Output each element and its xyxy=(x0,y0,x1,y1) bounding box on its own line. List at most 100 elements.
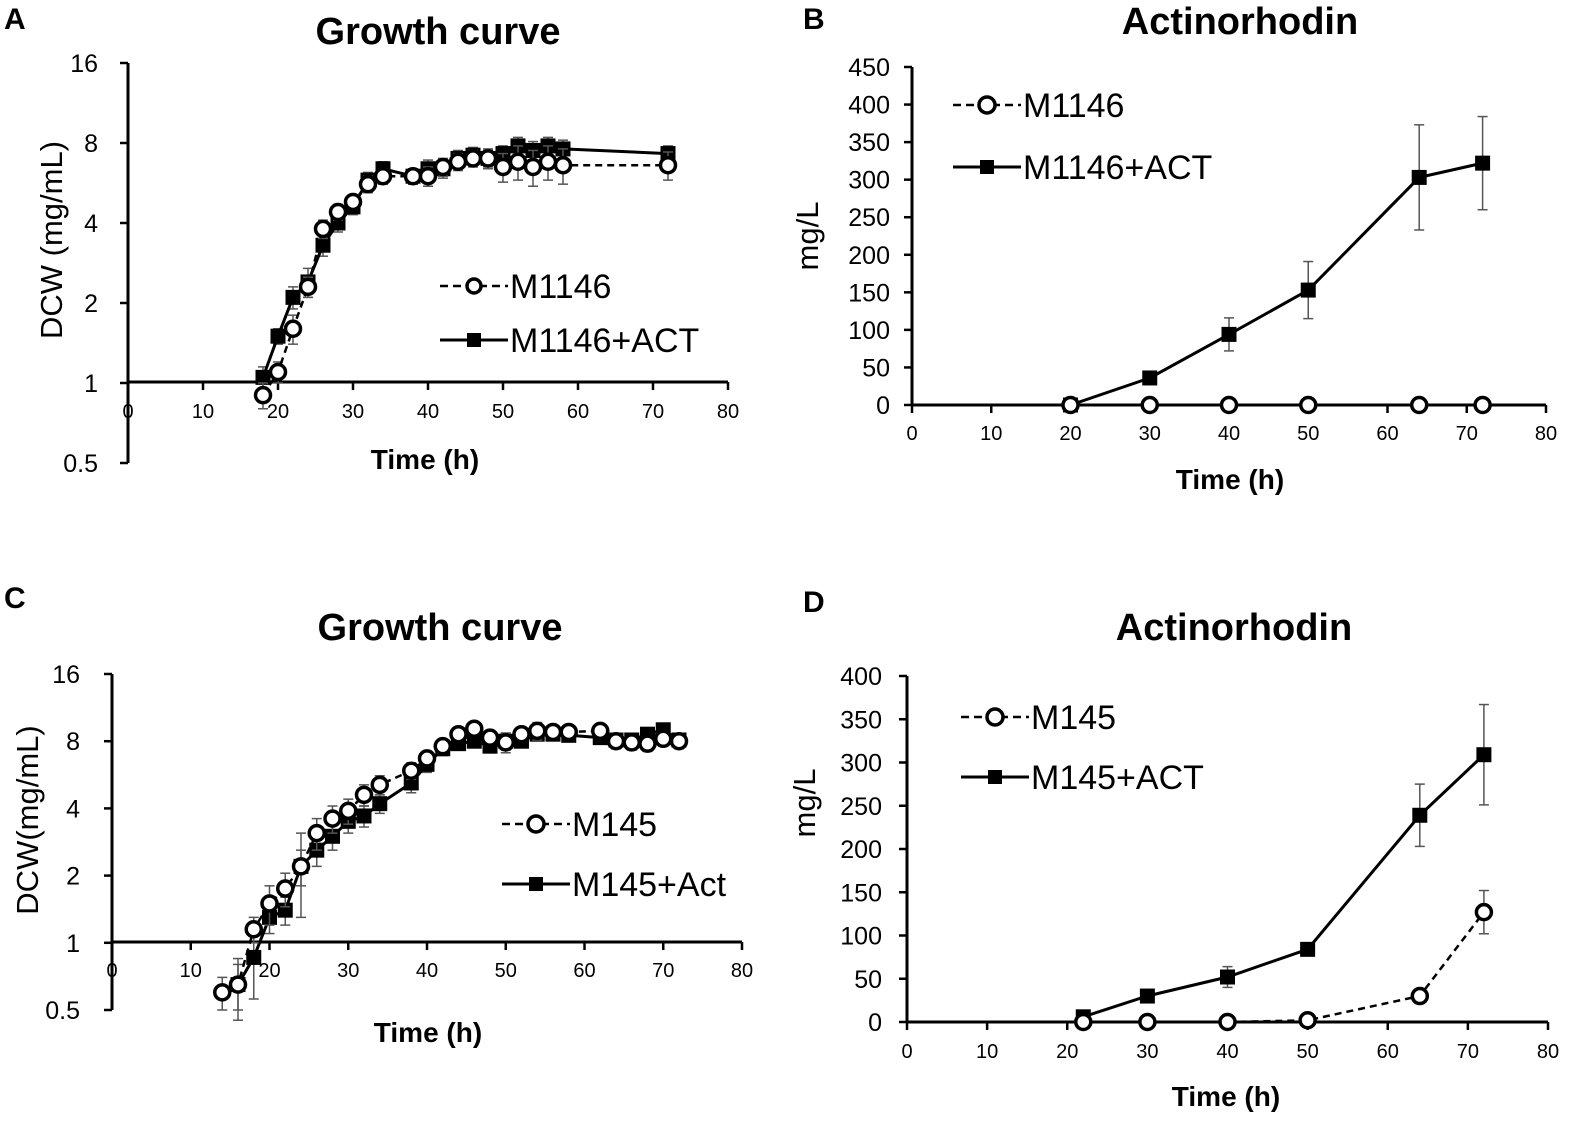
data-marks xyxy=(1061,115,1492,415)
data-point-circle xyxy=(654,729,673,749)
y-tick-label: 4 xyxy=(84,210,98,238)
data-point-square xyxy=(255,369,271,385)
data-point-circle xyxy=(228,975,248,994)
legend-marker-m1146-act xyxy=(467,333,481,347)
data-point-circle xyxy=(354,785,374,805)
data-point-square xyxy=(466,733,482,749)
data-point-circle xyxy=(418,166,438,186)
series-line xyxy=(236,728,680,986)
x-tick-label: 70 xyxy=(652,960,674,982)
x-tick-label: 40 xyxy=(417,401,439,423)
y-axis-label: DCW(mg/mL) xyxy=(10,725,45,914)
data-point-circle xyxy=(591,721,610,741)
data-point-circle xyxy=(433,157,453,177)
data-point-circle xyxy=(465,719,484,738)
axes: 0.5 1 2 4 8 16 0 10 20 30 40 50 60 70 80 xyxy=(63,50,739,478)
legend-label-m1146: M1146 xyxy=(510,268,611,306)
data-point-circle xyxy=(433,736,452,756)
x-tick-label: 60 xyxy=(1376,423,1398,445)
data-point-circle xyxy=(1074,1012,1093,1032)
data-point-circle xyxy=(1140,395,1159,415)
data-point-circle xyxy=(291,857,311,876)
data-point-circle xyxy=(370,775,389,795)
series-line xyxy=(1070,161,1483,407)
data-point-circle xyxy=(512,724,531,744)
data-point-circle xyxy=(1298,1011,1317,1030)
x-tick-label: 80 xyxy=(717,401,739,423)
legend-marker-m145-act xyxy=(529,877,543,891)
data-point-circle xyxy=(323,809,342,828)
y-tick-label: 250 xyxy=(848,204,890,232)
legend: M1146 M1146+ACT xyxy=(440,268,699,360)
series-m145-act xyxy=(1075,703,1492,1025)
y-tick-label: 350 xyxy=(840,706,882,734)
axes: 0.5 1 2 4 8 16 0 10 20 30 40 50 60 70 80 xyxy=(45,661,753,1025)
y-axis-label: mg/L xyxy=(787,769,822,838)
data-point-circle xyxy=(606,731,626,751)
data-point-circle xyxy=(1218,1012,1237,1032)
data-point-circle xyxy=(669,731,689,751)
y-tick-label: 100 xyxy=(848,317,890,345)
x-tick-label: 80 xyxy=(1535,423,1557,445)
data-point-circle xyxy=(1138,1012,1157,1032)
x-tick-label: 40 xyxy=(1218,423,1240,445)
data-point-square xyxy=(1300,282,1316,298)
panel-b: B Actinorhodin Time (h) mg/L 05010015020… xyxy=(790,1,1557,495)
series-m1146 xyxy=(253,145,678,410)
data-point-circle xyxy=(496,733,515,752)
x-tick-label: 50 xyxy=(1297,423,1319,445)
data-point-circle xyxy=(298,277,318,297)
legend-marker-m145 xyxy=(985,707,1005,727)
legend-marker-m1146-act xyxy=(980,160,994,174)
chart-title: Growth curve xyxy=(318,607,563,649)
data-point-circle xyxy=(253,385,273,405)
data-point-circle xyxy=(538,152,558,172)
data-marks xyxy=(213,719,689,1021)
data-point-circle xyxy=(402,761,421,780)
data-point-circle xyxy=(313,219,333,239)
data-point-circle xyxy=(1409,395,1429,415)
x-axis-label: Time (h) xyxy=(1172,1081,1280,1112)
data-point-circle xyxy=(1061,395,1080,415)
x-tick-label: 10 xyxy=(180,960,202,982)
data-point-square xyxy=(1139,988,1155,1004)
data-point-square xyxy=(1220,969,1235,985)
y-tick-label: 16 xyxy=(52,661,80,689)
x-tick-label: 10 xyxy=(980,423,1002,445)
y-tick-label: 8 xyxy=(66,728,80,756)
data-point-circle xyxy=(1219,395,1239,415)
x-tick-label: 80 xyxy=(1537,1041,1559,1063)
data-point-square xyxy=(270,328,286,344)
series-line xyxy=(221,727,680,994)
legend-label-m145-act: M145+ACT xyxy=(1031,759,1204,797)
y-tick-label: 1 xyxy=(66,930,80,958)
data-point-square xyxy=(1412,807,1428,823)
data-point-circle xyxy=(307,823,326,843)
y-tick-label: 50 xyxy=(854,966,882,994)
data-marks xyxy=(253,136,678,410)
legend-marker-m145 xyxy=(526,814,546,834)
x-tick-label: 40 xyxy=(416,960,438,982)
axes: 0 50 100 150 200 250 300 350 400 0 10 20 30 40 50 60 70 8… xyxy=(840,663,1559,1063)
x-axis-label: Time (h) xyxy=(371,444,479,475)
x-tick-label: 0 xyxy=(122,401,133,423)
data-point-square xyxy=(246,949,262,965)
data-point-circle xyxy=(463,149,483,168)
data-point-circle xyxy=(559,722,578,742)
legend: M145 M145+Act xyxy=(502,806,727,904)
data-point-circle xyxy=(478,149,498,168)
x-tick-label: 80 xyxy=(731,960,753,982)
panel-d: D Actinorhodin Time (h) mg/L 05010015020… xyxy=(787,586,1559,1112)
y-tick-label: 0.5 xyxy=(63,450,98,478)
x-tick-label: 20 xyxy=(1056,1041,1078,1063)
y-tick-label: 150 xyxy=(840,879,882,907)
y-tick-label: 300 xyxy=(840,750,882,778)
x-tick-label: 60 xyxy=(1377,1041,1399,1063)
x-tick-label: 30 xyxy=(342,401,364,423)
legend-label-m145-act: M145+Act xyxy=(572,866,727,904)
data-point-square xyxy=(372,796,388,812)
series-line xyxy=(1083,911,1485,1024)
legend-label-m1146: M1146 xyxy=(1023,87,1124,125)
y-tick-label: 150 xyxy=(848,279,890,307)
